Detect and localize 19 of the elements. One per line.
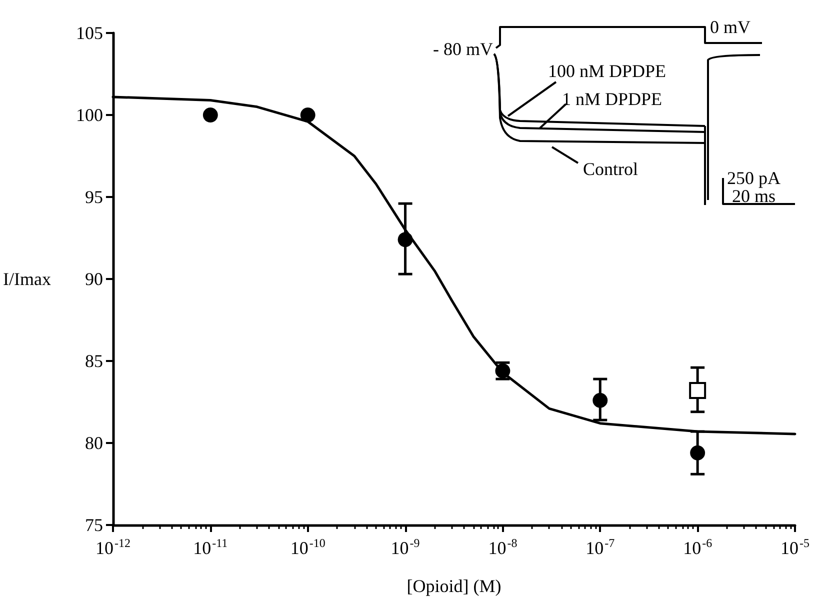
y-axis-title: I/Imax (2, 269, 51, 289)
annotation: 0 mV (710, 17, 750, 37)
y-tick-label: 85 (84, 351, 103, 371)
point (690, 445, 706, 460)
y-tick-label: 100 (76, 105, 103, 125)
point (592, 392, 608, 408)
annotation: - 80 mV (433, 39, 493, 59)
point (300, 108, 316, 122)
y-tick-label: 95 (84, 187, 103, 207)
y-tick-label: 75 (84, 515, 103, 535)
point (398, 232, 413, 248)
y-tick-label: 90 (84, 269, 103, 289)
annotation: Control (583, 159, 638, 179)
y-tick-label: 105 (76, 23, 103, 43)
y-tick-label: 80 (84, 433, 103, 453)
annotation: 250 pA (727, 168, 780, 188)
annotation: 100 nM DPDPE (548, 61, 666, 81)
x-axis-title: [Opioid] (M) (406, 576, 502, 596)
point (202, 108, 218, 122)
